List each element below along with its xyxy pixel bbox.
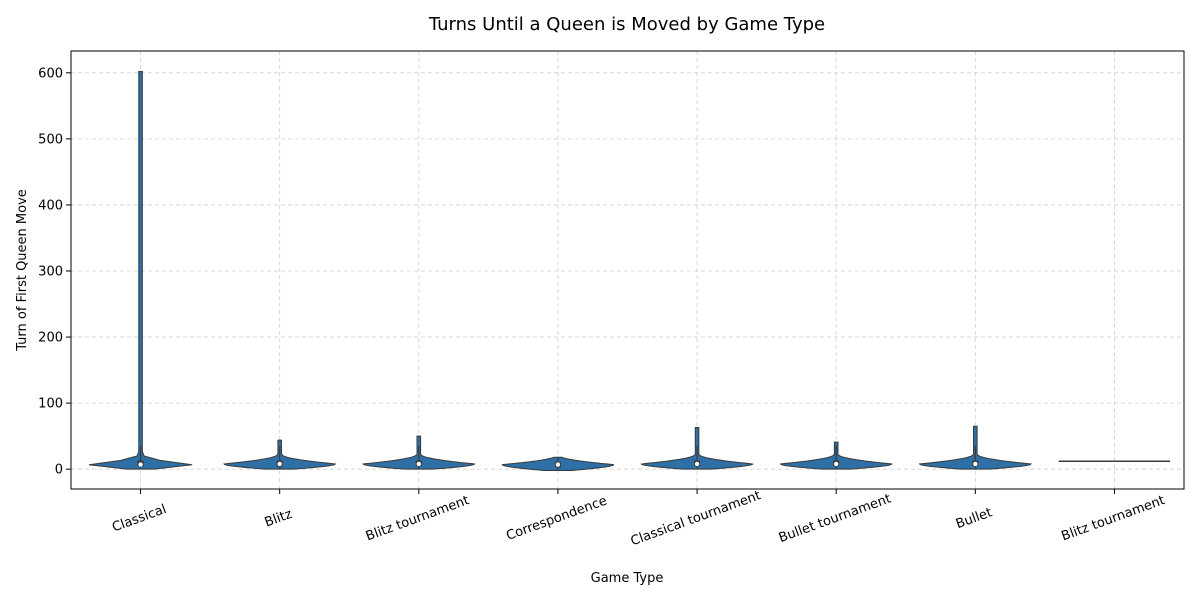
violin-median	[694, 461, 700, 467]
violin-6	[779, 441, 893, 470]
y-tick-label: 0	[55, 463, 63, 478]
violin-7	[918, 425, 1033, 470]
violin-4	[501, 456, 615, 471]
x-tick-label: Blitz tournament	[364, 493, 471, 544]
violin-body	[88, 70, 193, 470]
x-tick-label: Bullet	[954, 505, 994, 532]
chart-title: Turns Until a Queen is Moved by Game Typ…	[428, 14, 825, 35]
y-tick-label: 200	[38, 331, 63, 346]
violin-median	[277, 461, 282, 467]
violin-median	[973, 461, 978, 467]
violin-median	[555, 462, 561, 467]
violin-median	[833, 461, 839, 467]
plot-frame	[70, 50, 1185, 490]
y-axis: 0 100 200 300 400 500 600	[38, 66, 71, 478]
x-tick-label: Blitz tournament	[1060, 493, 1167, 544]
violin-5	[640, 427, 754, 470]
y-tick-label: 300	[38, 264, 63, 279]
y-tick-label: 400	[38, 198, 63, 213]
violin-1	[88, 70, 193, 470]
x-axis-label: Game Type	[591, 571, 664, 586]
x-tick-label: Blitz	[263, 507, 295, 531]
violins	[88, 70, 1171, 471]
violin-median	[416, 461, 422, 467]
y-tick-label: 100	[38, 397, 63, 412]
y-tick-label: 500	[38, 132, 63, 147]
violin-3	[362, 435, 476, 470]
x-tick-label: Classical tournament	[629, 488, 763, 549]
violin-median	[138, 462, 143, 467]
x-tick-label: Correspondence	[504, 494, 609, 544]
x-tick-label: Classical	[110, 502, 168, 535]
violin-2	[223, 439, 337, 470]
x-tick-label: Bullet tournament	[777, 491, 893, 546]
grid	[71, 51, 1184, 489]
y-tick-label: 600	[38, 66, 63, 81]
y-axis-label: Turn of First Queen Move	[15, 189, 30, 352]
x-axis: Classical Blitz Blitz tournament Correspond…	[110, 488, 1167, 549]
